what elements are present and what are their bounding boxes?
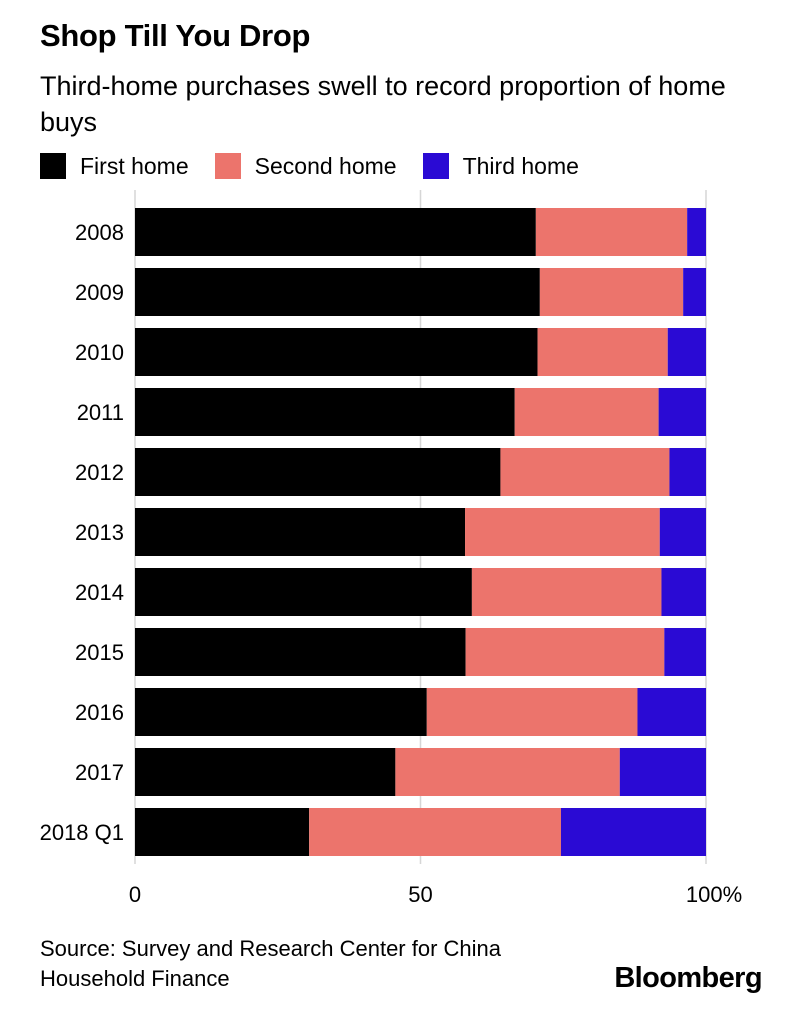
bar-2012-third-home [669,448,706,496]
bar-2017-first-home [135,748,396,796]
stacked-bar-chart: 2008 2009 2010 2011 2012 2013 2014 2015 2016 2017… [40,190,742,907]
legend-item-first-home: First home [40,153,189,180]
y-tick-label-2014: 2014 [75,580,124,605]
bar-2008-second-home [535,208,688,256]
y-tick-label-2012: 2012 [75,460,124,485]
bar-2014-third-home [661,568,706,616]
x-tick-label-0: 0 [129,882,141,907]
x-tick-label-1: 50 [408,882,432,907]
legend-label-first-home: First home [80,152,189,179]
legend: First home Second home Third home [40,152,605,180]
bar-2017-second-home [395,748,620,796]
bar-2014-first-home [135,568,472,616]
bar-2009-third-home [683,268,706,316]
bar-2010-second-home [537,328,668,376]
y-tick-label-2009: 2009 [75,280,124,305]
bar-2013-second-home [465,508,660,556]
y-tick-label-2017: 2017 [75,760,124,785]
bar-2012-first-home [135,448,501,496]
bar-2013-first-home [135,508,466,556]
y-tick-label-2008: 2008 [75,220,124,245]
chart-subtitle: Third-home purchases swell to record pro… [40,71,726,137]
y-tick-label-2015: 2015 [75,640,124,665]
bar-2011-second-home [514,388,659,436]
bar-2011-first-home [135,388,515,436]
legend-swatch-third-home [422,153,449,179]
bar-2018-q1-third-home [560,808,706,856]
bar-2010-third-home [667,328,706,376]
y-tick-label-2018-q1: 2018 Q1 [40,820,124,845]
legend-item-third-home: Third home [422,152,579,180]
y-tick-label-2013: 2013 [75,520,124,545]
bar-2018-q1-second-home [309,808,561,856]
source-note: Source: Survey and Research Center for C… [40,936,502,991]
bar-2015-second-home [465,628,665,676]
bloomberg-logo: Bloomberg [614,962,762,994]
legend-swatch-first-home [40,153,66,179]
legend-label-second-home: Second home [254,152,397,179]
bar-2016-second-home [426,688,638,736]
bar-2008-third-home [687,208,706,256]
bar-2013-third-home [659,508,706,556]
bar-2015-first-home [135,628,466,676]
bar-2017-third-home [619,748,706,796]
bar-2009-first-home [135,268,540,316]
y-tick-label-2016: 2016 [75,700,124,725]
legend-swatch-second-home [214,153,241,179]
legend-item-second-home: Second home [214,152,397,180]
y-tick-label-2011: 2011 [77,400,124,425]
y-tick-label-2010: 2010 [75,340,124,365]
bar-2015-third-home [664,628,706,676]
bar-2009-second-home [539,268,684,316]
bar-2012-second-home [500,448,670,496]
bar-2014-second-home [471,568,662,616]
bar-2010-first-home [135,328,538,376]
bar-2011-third-home [658,388,706,436]
bar-2016-third-home [637,688,706,736]
bar-2008-first-home [135,208,536,256]
bar-2016-first-home [135,688,427,736]
legend-label-third-home: Third home [462,152,579,179]
bar-2018-q1-first-home [135,808,310,856]
chart-title: Shop Till You Drop [40,18,311,53]
x-tick-label-2: 100% [686,882,742,907]
